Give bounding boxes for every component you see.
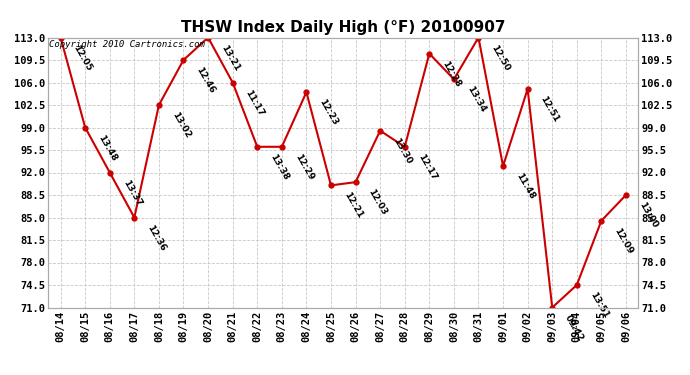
Text: 13:21: 13:21 [219, 43, 242, 72]
Text: 11:17: 11:17 [244, 88, 266, 117]
Text: 12:21: 12:21 [342, 191, 364, 220]
Text: 12:46: 12:46 [195, 66, 217, 95]
Text: 12:36: 12:36 [146, 223, 168, 252]
Text: 13:48: 13:48 [97, 133, 119, 162]
Text: 13:02: 13:02 [170, 111, 192, 140]
Text: 12:28: 12:28 [440, 59, 462, 88]
Text: 13:34: 13:34 [465, 85, 487, 114]
Text: 12:17: 12:17 [416, 152, 438, 182]
Text: 13:38: 13:38 [268, 152, 290, 182]
Text: 12:51: 12:51 [539, 94, 561, 124]
Text: Copyright 2010 Cartronics.com: Copyright 2010 Cartronics.com [50, 40, 206, 49]
Text: 12:50: 12:50 [490, 43, 511, 72]
Text: 12:23: 12:23 [317, 98, 339, 127]
Text: 13:00: 13:00 [637, 201, 659, 230]
Text: 12:09: 12:09 [613, 226, 635, 255]
Text: 11:48: 11:48 [514, 172, 536, 201]
Text: 13:30: 13:30 [391, 136, 413, 165]
Title: THSW Index Daily High (°F) 20100907: THSW Index Daily High (°F) 20100907 [181, 20, 506, 35]
Text: 13:51: 13:51 [588, 291, 610, 320]
Text: 12:05: 12:05 [72, 43, 94, 72]
Text: 12:03: 12:03 [366, 188, 388, 217]
Text: 12:29: 12:29 [293, 152, 315, 182]
Text: 13:37: 13:37 [121, 178, 143, 207]
Text: 09:42: 09:42 [563, 313, 586, 342]
